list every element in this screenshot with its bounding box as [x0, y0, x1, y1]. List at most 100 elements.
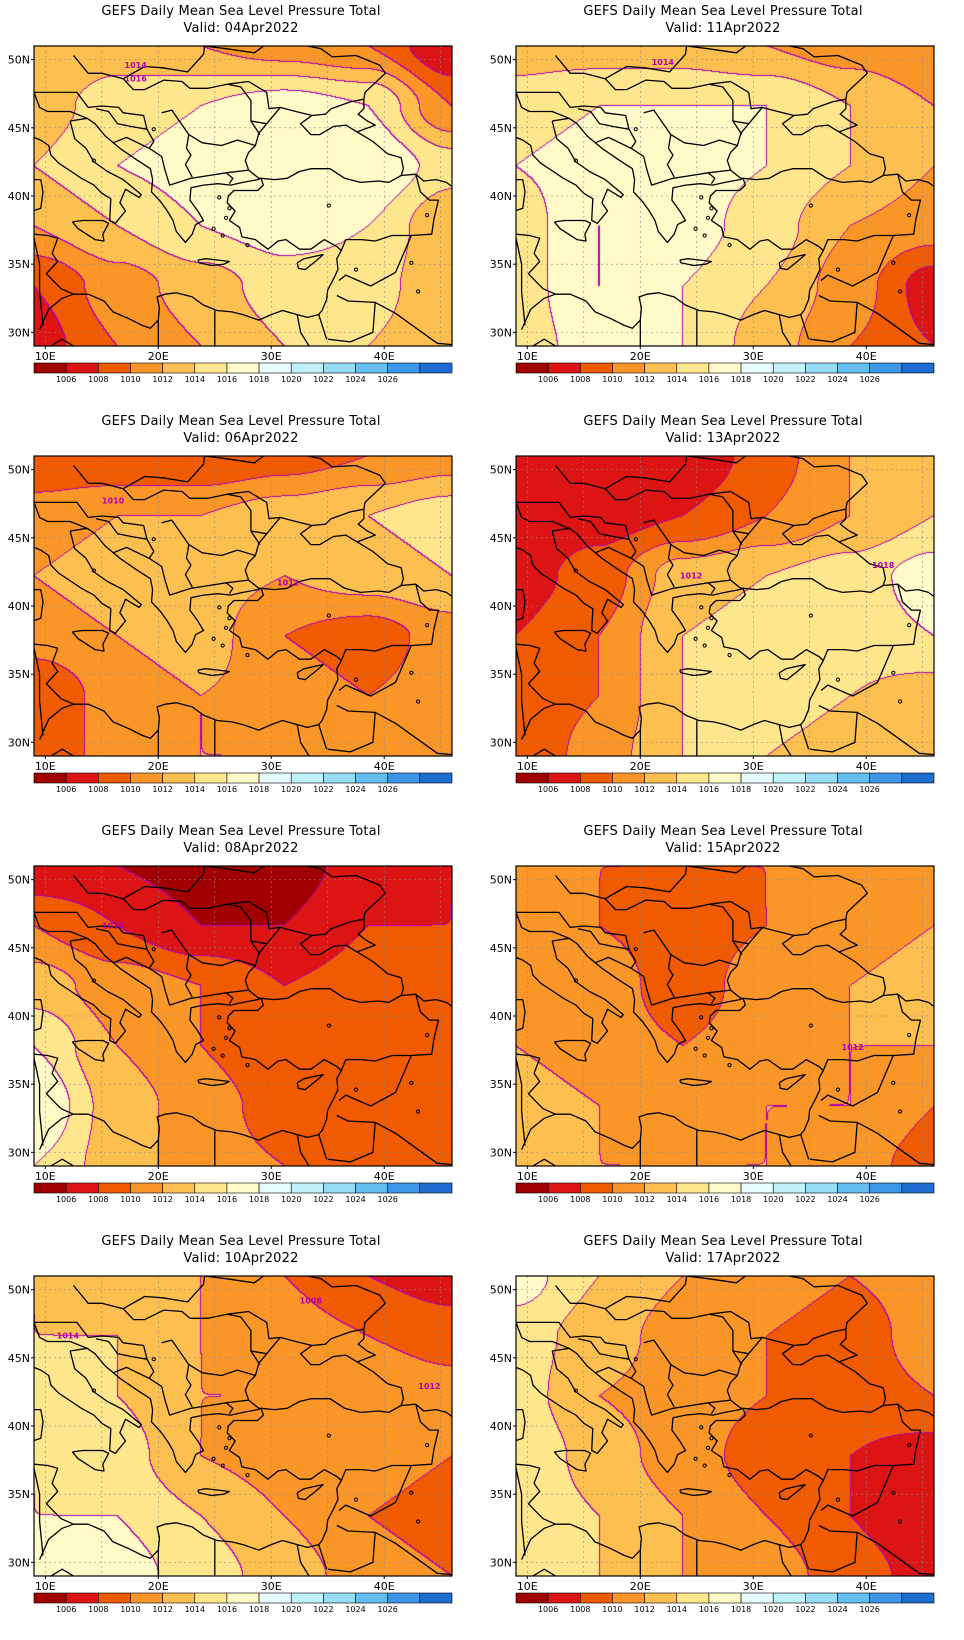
- boundary-line: [516, 1463, 801, 1559]
- boundary-line: [521, 703, 556, 740]
- boundary-line: [34, 91, 249, 186]
- colorbar-swatch: [323, 1592, 356, 1604]
- boundary-line: [122, 78, 267, 125]
- colorbar-label: 1024: [827, 1195, 847, 1204]
- colorbar-swatch: [580, 1592, 613, 1604]
- colorbar-label: 1014: [185, 785, 205, 794]
- boundary-line: [122, 1308, 267, 1355]
- boundary-line: [516, 501, 731, 596]
- boundary-line: [34, 1408, 44, 1442]
- colorbar-label: 1014: [667, 785, 687, 794]
- colorbar-label: 1010: [602, 1605, 622, 1614]
- island-outline: [211, 636, 216, 641]
- island-outline: [693, 226, 698, 231]
- island-outline: [705, 1445, 711, 1450]
- colorbar-swatch: [708, 772, 742, 784]
- boundary-line: [244, 516, 405, 594]
- lon-tick-label: 40E: [856, 1170, 877, 1183]
- island-outline: [326, 613, 331, 618]
- colorbar-swatch: [65, 772, 99, 784]
- colorbar-label: 1010: [602, 375, 622, 384]
- colorbar-label: 1020: [763, 785, 783, 794]
- boundary-line: [516, 91, 731, 186]
- colorbar-label: 1024: [345, 785, 365, 794]
- colorbar-swatch: [644, 772, 678, 784]
- boundary-line: [604, 488, 749, 535]
- lon-tick-label: 30E: [261, 1170, 282, 1183]
- island-outline: [891, 1490, 896, 1495]
- lat-tick-label: 40N: [8, 1010, 30, 1023]
- boundary-line: [34, 648, 44, 736]
- colorbar-label: 1018: [249, 375, 269, 384]
- valid-date-value: 17Apr2022: [706, 1251, 781, 1266]
- island-outline: [633, 127, 638, 132]
- colorbar-label: 1022: [313, 375, 333, 384]
- colorbar-label: 1022: [313, 1605, 333, 1614]
- lat-tick-label: 30N: [490, 1146, 512, 1159]
- colorbar-swatch: [387, 772, 421, 784]
- boundary-line: [666, 544, 675, 588]
- island-outline: [699, 1015, 704, 1020]
- colorbar-label: 1006: [538, 1195, 558, 1204]
- boundary-line: [250, 940, 261, 955]
- colorbar-swatch: [65, 1592, 99, 1604]
- boundary-line: [809, 1114, 858, 1163]
- panel-valid-date: Valid: 08Apr2022: [0, 841, 482, 857]
- colorbar-label: 1016: [217, 1605, 237, 1614]
- island-outline: [223, 215, 229, 220]
- colorbar-label: 1018: [249, 785, 269, 794]
- colorbar-swatch: [290, 362, 324, 374]
- map-panel-13Apr2022: GEFS Daily Mean Sea Level Pressure Total…: [482, 410, 964, 820]
- boundary-line: [296, 1073, 324, 1091]
- island-outline: [151, 127, 156, 132]
- boundary-line: [532, 748, 556, 756]
- contour-label: 1012: [277, 579, 299, 588]
- lon-tick-label: 30E: [261, 760, 282, 773]
- boundary-line: [577, 1338, 630, 1360]
- colorbar-swatch: [355, 1182, 388, 1194]
- boundary-line: [809, 1524, 858, 1573]
- lat-tick-label: 50N: [8, 54, 30, 67]
- boundary-line: [327, 1114, 376, 1163]
- colorbar-swatch: [98, 362, 131, 374]
- valid-prefix: Valid:: [665, 1251, 703, 1266]
- boundary-line: [225, 172, 234, 185]
- boundary-line: [516, 92, 570, 119]
- colorbar-label: 1016: [699, 785, 719, 794]
- colorbar-label: 1020: [763, 1605, 783, 1614]
- island-outline: [220, 233, 225, 238]
- boundary-line: [820, 235, 894, 287]
- lat-tick-label: 35N: [8, 258, 30, 271]
- island-outline: [425, 1032, 430, 1038]
- island-outline: [907, 1442, 912, 1448]
- colorbar-label: 1016: [217, 785, 237, 794]
- lon-tick-label: 10E: [35, 760, 56, 773]
- colorbar-swatch: [644, 362, 678, 374]
- boundary-line: [227, 490, 281, 520]
- colorbar-swatch: [162, 1182, 196, 1194]
- lat-tick-label: 40N: [490, 600, 512, 613]
- colorbar-label: 1006: [538, 1605, 558, 1614]
- boundary-line: [883, 993, 934, 1008]
- valid-prefix: Valid:: [665, 841, 703, 856]
- colorbar-label: 1018: [731, 375, 751, 384]
- colorbar-label: 1024: [345, 1195, 365, 1204]
- colorbar-swatch: [130, 362, 163, 374]
- boundary-line: [554, 1276, 688, 1310]
- colorbar-label: 1010: [120, 1605, 140, 1614]
- colorbar-label: 1020: [281, 1195, 301, 1204]
- boundary-line: [34, 238, 44, 326]
- boundary-line: [708, 998, 824, 1136]
- boundary-line: [296, 1134, 310, 1166]
- panel-valid-date: Valid: 04Apr2022: [0, 21, 482, 37]
- boundary-line: [72, 456, 206, 490]
- boundary-line: [250, 120, 261, 135]
- island-outline: [217, 605, 222, 610]
- colorbar-swatch: [644, 1182, 678, 1194]
- island-outline: [702, 1463, 707, 1468]
- contour-label: 1014: [125, 61, 148, 70]
- boundary-line: [95, 1338, 148, 1360]
- colorbar-label: 1022: [795, 1605, 815, 1614]
- panel-valid-date: Valid: 06Apr2022: [0, 431, 482, 447]
